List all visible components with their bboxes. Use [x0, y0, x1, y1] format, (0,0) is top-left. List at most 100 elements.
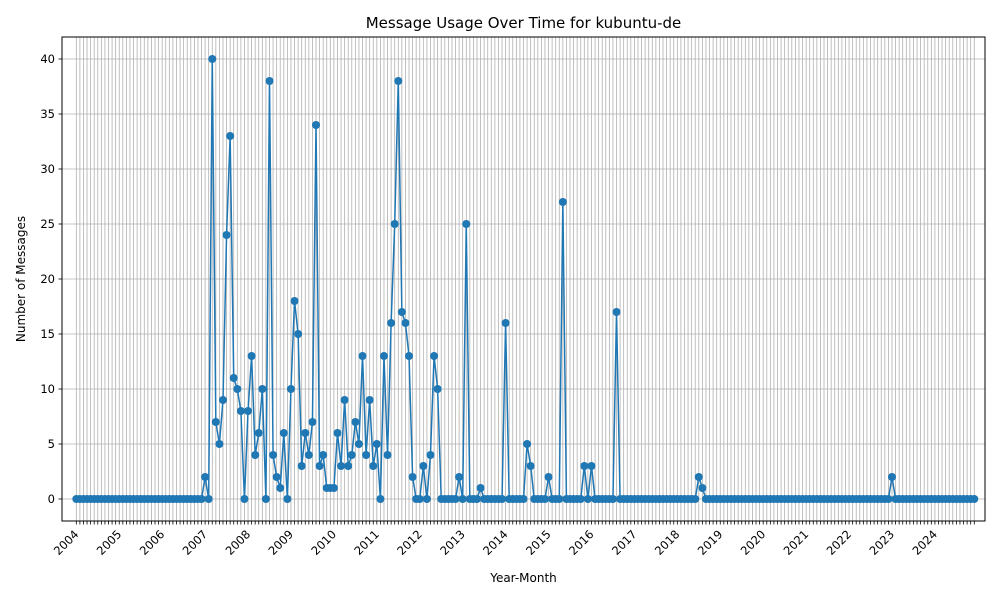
data-points [72, 55, 979, 503]
data-point [519, 495, 528, 503]
data-point [337, 462, 346, 470]
data-point [276, 484, 285, 492]
data-point [498, 495, 507, 503]
data-point [258, 385, 267, 393]
data-point [265, 77, 274, 85]
data-point [204, 495, 213, 503]
data-point [612, 308, 621, 316]
data-point [354, 440, 363, 448]
data-point [283, 495, 292, 503]
data-point [580, 462, 589, 470]
data-point [315, 462, 324, 470]
data-point [222, 231, 231, 239]
y-tick-label: 35 [40, 107, 55, 121]
chart-title: Message Usage Over Time for kubuntu-de [366, 14, 682, 32]
data-point [365, 396, 374, 404]
data-point [340, 396, 349, 404]
data-point [970, 495, 979, 503]
data-point [215, 440, 224, 448]
y-axis-label: Number of Messages [14, 216, 28, 342]
data-point [884, 495, 893, 503]
data-point [472, 495, 481, 503]
data-point [233, 385, 242, 393]
data-point [526, 462, 535, 470]
data-point [218, 396, 227, 404]
data-point [247, 352, 256, 360]
data-point [304, 451, 313, 459]
data-point [458, 495, 467, 503]
data-point [362, 451, 371, 459]
y-tick-label: 10 [40, 382, 55, 396]
x-axis-label: Year-Month [489, 571, 557, 585]
data-point [351, 418, 360, 426]
data-point [394, 77, 403, 85]
data-point [544, 473, 553, 481]
data-point [419, 462, 428, 470]
data-point [587, 462, 596, 470]
data-point [211, 418, 220, 426]
data-point [583, 495, 592, 503]
data-point [294, 330, 303, 338]
data-point [376, 495, 385, 503]
data-point [333, 429, 342, 437]
data-point [369, 462, 378, 470]
data-point [397, 308, 406, 316]
data-point [455, 473, 464, 481]
data-point [608, 495, 617, 503]
data-point [329, 484, 338, 492]
data-point [308, 418, 317, 426]
data-point [229, 374, 238, 382]
data-point [387, 319, 396, 327]
data-point [691, 495, 700, 503]
data-point [422, 495, 431, 503]
y-tick-label: 25 [40, 217, 55, 231]
y-tick-label: 30 [40, 162, 55, 176]
data-point [383, 451, 392, 459]
data-point [240, 495, 249, 503]
data-point [319, 451, 328, 459]
data-point [272, 473, 281, 481]
y-tick-label: 5 [48, 437, 55, 451]
y-tick-label: 20 [40, 272, 55, 286]
data-point [694, 473, 703, 481]
data-point [372, 440, 381, 448]
data-point [415, 495, 424, 503]
data-point [451, 495, 460, 503]
data-point [426, 451, 435, 459]
data-point [347, 451, 356, 459]
y-tick-label: 15 [40, 327, 55, 341]
data-point [358, 352, 367, 360]
data-point [286, 385, 295, 393]
data-point [290, 297, 299, 305]
data-point [251, 451, 260, 459]
data-point [261, 495, 270, 503]
data-point [462, 220, 471, 228]
data-point [297, 462, 306, 470]
data-point [197, 495, 206, 503]
data-point [254, 429, 263, 437]
data-point [540, 495, 549, 503]
data-point [501, 319, 510, 327]
data-point [312, 121, 320, 129]
data-point [558, 198, 567, 206]
data-point [269, 451, 278, 459]
data-point [405, 352, 414, 360]
y-tick-label: 40 [40, 52, 55, 66]
data-point [476, 484, 485, 492]
data-point [576, 495, 585, 503]
data-point [433, 385, 442, 393]
data-point [301, 429, 310, 437]
data-point [236, 407, 245, 415]
data-point [244, 407, 253, 415]
data-point [430, 352, 439, 360]
data-point [379, 352, 388, 360]
y-axis-ticks: 0 5 10 15 20 25 30 35 40 [40, 52, 62, 506]
data-point [390, 220, 399, 228]
data-point [887, 473, 896, 481]
data-point [279, 429, 288, 437]
data-point [208, 55, 217, 63]
data-point [401, 319, 410, 327]
data-point [344, 462, 353, 470]
